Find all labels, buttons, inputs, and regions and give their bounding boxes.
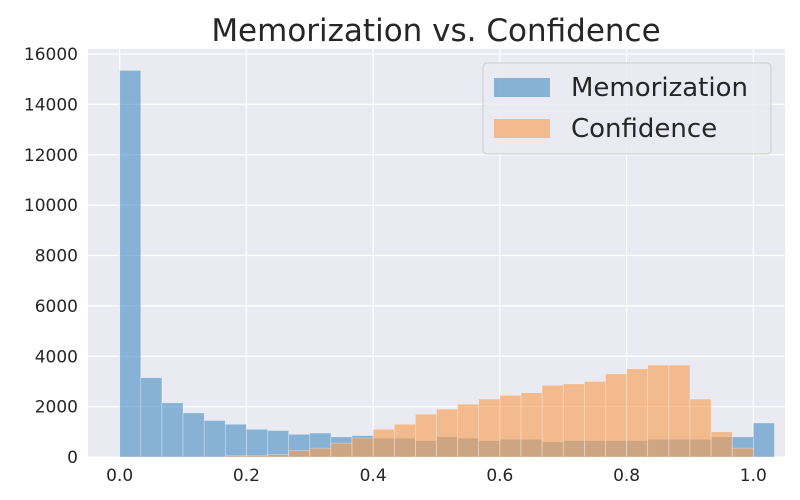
bar-confidence-11 — [351, 437, 374, 458]
x-axis-ticks: 0.0 0.2 0.4 0.6 0.8 1.0 — [106, 466, 767, 486]
bar-confidence-14 — [415, 413, 437, 458]
bar-confidence-10 — [330, 442, 353, 458]
bar-confidence-18 — [499, 394, 522, 458]
y-axis-ticks: 0 2000 4000 6000 8000 10000 12000 14000 16000 — [24, 45, 78, 468]
legend-frame — [482, 62, 772, 155]
y-tick-label-4: 8000 — [35, 247, 78, 267]
bar-confidence-13 — [393, 423, 416, 458]
legend-label-confidence: Confidence — [571, 114, 717, 144]
y-tick-label-8: 16000 — [24, 45, 78, 65]
bar-memorization-0 — [119, 70, 142, 458]
bar-confidence-17 — [478, 398, 501, 458]
bar-confidence-26 — [668, 364, 691, 458]
bar-confidence-28 — [710, 431, 733, 458]
legend: Memorization Confidence — [482, 62, 772, 155]
bar-memorization-3 — [182, 412, 205, 458]
legend-swatch-memorization — [494, 78, 550, 97]
bar-confidence-29 — [731, 447, 754, 458]
histogram-bars — [119, 70, 775, 458]
x-tick-label-1: 0.2 — [233, 466, 260, 486]
chart-title: Memorization vs. Confidence — [211, 13, 660, 49]
bar-confidence-25 — [647, 364, 670, 458]
bar-confidence-8 — [288, 450, 311, 458]
bar-confidence-27 — [689, 398, 712, 458]
bar-confidence-9 — [309, 447, 332, 458]
bar-confidence-24 — [626, 368, 649, 458]
y-tick-label-2: 4000 — [35, 347, 78, 367]
y-tick-label-1: 2000 — [35, 398, 78, 418]
bar-memorization-6 — [246, 428, 268, 458]
bar-confidence-12 — [372, 428, 395, 458]
bar-confidence-19 — [520, 392, 543, 458]
legend-swatch-confidence — [494, 119, 550, 138]
bar-memorization-5 — [224, 423, 247, 458]
x-tick-label-2: 0.4 — [360, 466, 387, 486]
y-tick-label-3: 6000 — [35, 297, 78, 317]
bar-memorization-1 — [140, 377, 163, 458]
x-tick-label-5: 1.0 — [740, 466, 767, 486]
bar-confidence-22 — [584, 381, 606, 458]
x-tick-label-4: 0.8 — [613, 466, 640, 486]
bar-memorization-4 — [203, 420, 226, 458]
legend-label-memorization: Memorization — [571, 73, 748, 103]
bar-confidence-23 — [605, 373, 627, 458]
y-tick-label-5: 10000 — [24, 196, 78, 216]
bar-memorization-30 — [753, 422, 775, 458]
x-tick-label-0: 0.0 — [106, 466, 133, 486]
y-tick-label-0: 0 — [67, 448, 78, 468]
bar-confidence-21 — [562, 383, 585, 458]
x-tick-label-3: 0.6 — [486, 466, 513, 486]
bar-confidence-15 — [436, 408, 458, 458]
bar-confidence-5 — [224, 455, 247, 458]
bar-memorization-7 — [267, 430, 289, 458]
y-tick-label-7: 14000 — [24, 95, 78, 115]
y-tick-label-6: 12000 — [24, 146, 78, 166]
bar-confidence-7 — [267, 454, 289, 458]
bar-confidence-16 — [457, 403, 480, 458]
bar-confidence-20 — [541, 384, 564, 458]
bar-memorization-2 — [161, 402, 184, 458]
bar-confidence-6 — [246, 455, 268, 458]
